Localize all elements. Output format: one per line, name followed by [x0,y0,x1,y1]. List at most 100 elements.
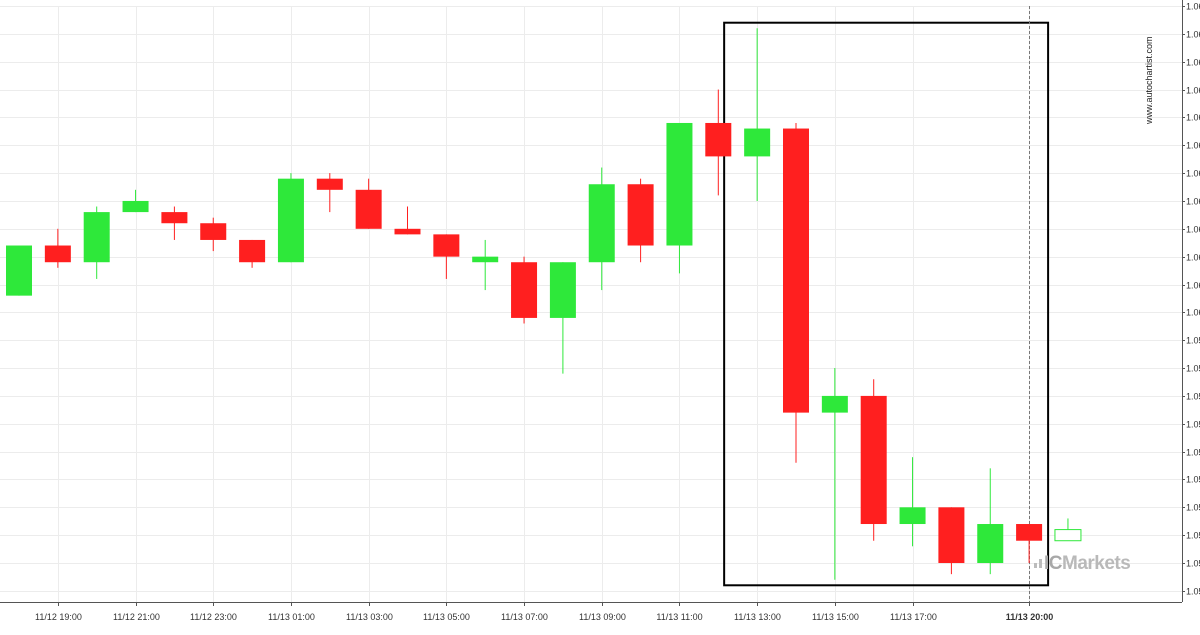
x-tick-label: 11/13 20:00 [1006,612,1054,622]
candle-body [433,234,460,257]
candle-bearish [938,507,965,575]
candle-body [1054,529,1082,542]
candle-bearish [355,178,382,229]
broker-logo: ICMarkets [1034,553,1131,574]
x-tick-label: 11/13 15:00 [812,612,859,622]
candle-bearish [627,178,654,263]
grid-lines [0,6,1182,602]
candle-body [588,184,615,263]
candle-bearish [44,228,71,268]
candle-bullish [6,245,32,296]
y-tick-label: 1.0574 [1186,475,1200,485]
watermark-url: www.autochartist.com [1144,36,1154,125]
y-tick-label: 1.0634 [1186,141,1200,151]
x-tick-label: 11/13 11:00 [656,612,702,622]
candle-bullish [744,28,771,201]
y-tick-label: 1.0614 [1186,253,1200,263]
candle-body [899,507,926,525]
y-tick-label: 1.0629 [1186,169,1200,179]
candle-body [277,178,304,263]
candle-bearish [239,239,266,268]
x-tick-label: 11/13 05:00 [423,612,470,622]
candle-body [705,122,732,157]
axes: 1.0554 1.0559 1.0564 1.0569 1.0574 1.0579 1.05… [0,0,1200,622]
x-tick-label: 11/13 01:00 [268,612,315,622]
candle-body [355,189,382,229]
candle-body [44,245,71,263]
candle-body [161,212,188,224]
x-tick-label: 11/13 13:00 [734,612,781,622]
candle-body [744,128,771,157]
candle-body [200,223,227,240]
x-tick-label: 11/12 23:00 [190,612,237,622]
candle-body [938,507,965,564]
candle-bearish [200,217,227,252]
candle-bearish [1016,524,1043,564]
candle-body [977,524,1004,564]
broker-name-prefix: IC [1044,553,1063,574]
x-tick-label: 11/13 17:00 [890,612,937,622]
candles [6,28,1082,580]
candle-bullish [899,457,926,547]
y-tick-label: 1.0649 [1186,58,1200,68]
candle-body [860,395,887,525]
candle-body [1016,524,1043,541]
broker-name: ICMarkets [1044,553,1130,574]
y-tick-label: 1.0594 [1186,364,1200,374]
candle-bullish [588,167,615,291]
x-tick-label: 11/12 19:00 [35,612,82,622]
candle-bearish [316,173,343,213]
candle-bearish [161,206,188,240]
candle-bearish [394,206,421,235]
brand-watermark: www.autochartist.com ICMarkets [1034,36,1154,574]
y-tick-label: 1.0654 [1186,30,1200,40]
candle-body [83,212,110,263]
y-tick-label: 1.0564 [1186,531,1200,541]
candle-body [783,128,809,413]
y-tick-label: 1.0659 [1186,2,1200,12]
y-tick-label: 1.0569 [1186,503,1200,513]
candle-bullish [549,262,576,374]
candle-bearish [511,256,538,324]
candle-body [472,256,499,263]
y-tick-label: 1.0554 [1186,587,1200,597]
candle-bullish [277,173,304,263]
x-tick-label: 11/12 21:00 [113,612,160,622]
y-tick-label: 1.0559 [1186,559,1200,569]
candle-bullish [666,122,693,274]
candle-bullish [122,189,149,213]
candle-bullish [1054,518,1082,542]
candle-body [316,178,343,190]
candle-bullish [83,206,110,279]
y-tick-label: 1.0589 [1186,392,1200,402]
candle-bearish [705,89,732,196]
broker-name-suffix: Markets [1062,553,1130,574]
logo-bar-2 [1039,559,1042,568]
candle-body [6,245,32,296]
candle-body [511,262,538,318]
candle-body [239,239,266,263]
x-tick-label: 11/13 09:00 [579,612,626,622]
candle-body [821,395,848,413]
candle-body [627,184,654,246]
candle-bearish [783,122,809,463]
pattern-highlight-box [723,21,1050,587]
y-tick-label: 1.0604 [1186,308,1200,318]
y-tick-label: 1.0584 [1186,420,1200,430]
candle-body [394,228,421,235]
candle-body [549,262,576,318]
candle-bearish [433,234,460,279]
y-tick-label: 1.0599 [1186,336,1200,346]
candle-bullish [977,468,1004,575]
candle-bearish [860,379,887,541]
x-tick-label: 11/13 03:00 [346,612,393,622]
y-tick-label: 1.0579 [1186,448,1200,458]
x-tick-label: 11/13 07:00 [501,612,548,622]
candle-body [666,122,693,246]
y-tick-label: 1.0609 [1186,281,1200,291]
candle-bullish [821,368,848,580]
y-tick-label: 1.0619 [1186,225,1200,235]
candle-bullish [472,239,499,291]
